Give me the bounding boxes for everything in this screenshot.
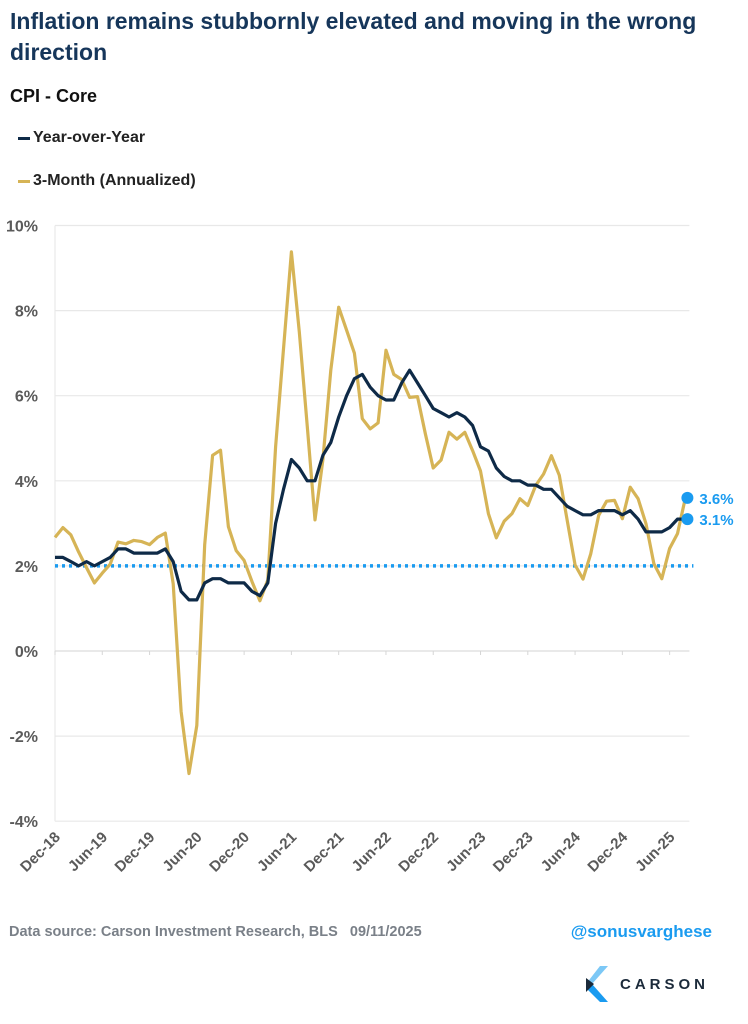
end-labels: 3.1% 3.6% — [681, 491, 734, 529]
y-tick-label: 8% — [15, 304, 38, 321]
source-date: 09/11/2025 — [349, 924, 422, 940]
line-chart: -4%-2%0%2%4%6%8%10% Dec-18 Jun-19 Dec-19 Ju… — [6, 219, 734, 876]
gridlines — [54, 224, 690, 822]
chart-title: Inflation remains stubbornly elevated an… — [10, 8, 697, 65]
y-tick-label: -2% — [10, 729, 38, 746]
y-tick-label: 6% — [15, 389, 38, 406]
legend-swatch-yoy — [18, 136, 30, 140]
end-marker — [681, 513, 694, 526]
x-tick-label: Dec-19 — [112, 829, 159, 876]
x-tick-label: Dec-23 — [490, 829, 537, 876]
y-tick-label: 2% — [15, 559, 38, 576]
x-tick-label: Jun-24 — [538, 828, 585, 875]
legend-swatch-3m — [18, 179, 30, 183]
series-lines — [53, 250, 687, 776]
carson-logo-icon — [586, 966, 608, 1002]
x-tick-label: Jun-25 — [632, 829, 678, 875]
legend-item-3m: 3-Month (Annualized) — [18, 172, 196, 190]
x-axis-ticks: Dec-18 Jun-19 Dec-19 Jun-20 Dec-20 Jun-21 Dec-… — [17, 651, 678, 876]
x-tick-label: Jun-23 — [443, 829, 489, 875]
y-tick-label: 0% — [15, 644, 38, 661]
x-tick-label: Dec-24 — [584, 828, 631, 875]
data-source: Data source: Carson Investment Research,… — [9, 924, 422, 940]
legend-label-3m: 3-Month (Annualized) — [33, 172, 196, 189]
x-tick-label: Dec-21 — [301, 829, 348, 876]
x-tick-label: Dec-20 — [206, 829, 253, 876]
x-tick-label: Jun-22 — [349, 829, 395, 875]
x-tick-label: Jun-20 — [159, 829, 205, 875]
y-tick-label: 4% — [15, 474, 38, 491]
carson-logo: CARSON — [586, 966, 709, 1002]
end-label: 3.6% — [699, 491, 733, 508]
x-tick-label: Jun-19 — [65, 829, 111, 875]
x-tick-label: Dec-18 — [17, 829, 64, 876]
social-handle[interactable]: @sonusvarghese — [570, 922, 712, 941]
legend-label-yoy: Year-over-Year — [33, 129, 146, 146]
line-3-month-annualized — [53, 250, 687, 776]
end-label: 3.1% — [699, 512, 733, 529]
source-text: Data source: Carson Investment Research,… — [9, 924, 338, 940]
end-marker — [681, 491, 694, 504]
y-axis-ticks: -4% -2% 0% 2% 4% 6% 8% 10% — [6, 219, 38, 832]
y-tick-label: -4% — [10, 814, 38, 831]
legend-item-yoy: Year-over-Year — [18, 129, 145, 147]
x-tick-label: Jun-21 — [254, 829, 300, 875]
x-tick-label: Dec-22 — [395, 829, 442, 876]
chart-subtitle: CPI - Core — [10, 86, 98, 106]
carson-logo-text: CARSON — [620, 975, 710, 993]
y-tick-label: 10% — [6, 219, 38, 236]
data-points — [54, 251, 686, 774]
